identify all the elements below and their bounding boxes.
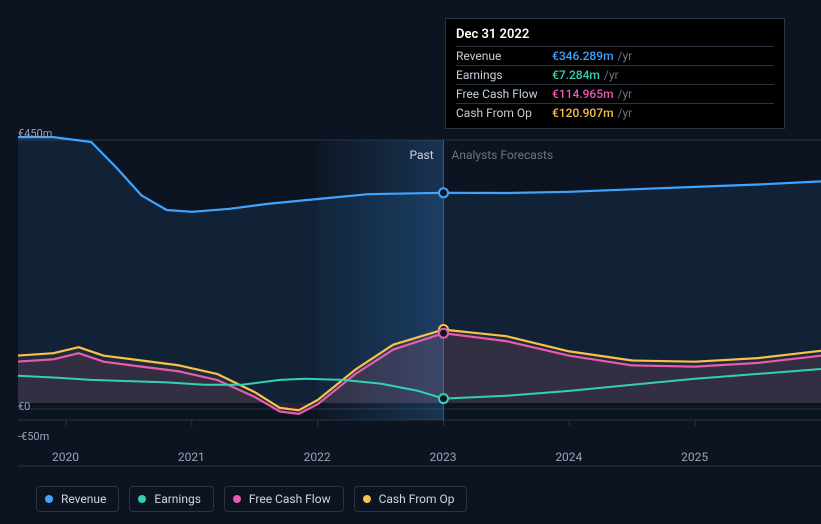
tooltip-metric: Free Cash Flow xyxy=(456,87,552,101)
past-label: Past xyxy=(409,148,433,162)
legend-dot xyxy=(363,495,371,503)
legend-dot xyxy=(233,495,241,503)
legend-item-revenue[interactable]: Revenue xyxy=(36,486,119,512)
tooltip-row: Free Cash Flow€114.965m/yr xyxy=(456,84,774,103)
tooltip-unit: /yr xyxy=(618,106,633,120)
forecast-label: Analysts Forecasts xyxy=(451,148,553,162)
y-axis-label: -€50m xyxy=(18,430,49,443)
x-axis-label: 2020 xyxy=(52,450,79,464)
x-axis-label: 2021 xyxy=(178,450,205,464)
tooltip-row: Cash From Op€120.907m/yr xyxy=(456,103,774,122)
legend-item-earnings[interactable]: Earnings xyxy=(129,486,214,512)
tooltip-metric: Cash From Op xyxy=(456,106,552,120)
tooltip-unit: /yr xyxy=(618,87,633,101)
tooltip-date: Dec 31 2022 xyxy=(456,25,774,46)
tooltip-value: €7.284m xyxy=(552,68,600,82)
legend-label: Revenue xyxy=(61,492,106,506)
legend-label: Free Cash Flow xyxy=(249,492,331,506)
y-axis-label: €450m xyxy=(18,127,52,140)
y-axis-label: €0 xyxy=(18,400,30,413)
legend-item-cash-from-op[interactable]: Cash From Op xyxy=(354,486,468,512)
tooltip-value: €346.289m xyxy=(552,49,614,63)
legend-dot xyxy=(45,495,53,503)
x-axis-label: 2024 xyxy=(555,450,582,464)
tooltip-value: €120.907m xyxy=(552,106,614,120)
x-axis-label: 2023 xyxy=(429,450,456,464)
legend-dot xyxy=(138,495,146,503)
tooltip-unit: /yr xyxy=(618,49,633,63)
legend-item-free-cash-flow[interactable]: Free Cash Flow xyxy=(224,486,344,512)
legend-label: Cash From Op xyxy=(379,492,455,506)
chart-legend: Revenue Earnings Free Cash Flow Cash From O… xyxy=(36,486,467,512)
x-axis-label: 2022 xyxy=(304,450,331,464)
legend-label: Earnings xyxy=(154,492,201,506)
tooltip-row: Revenue€346.289m/yr xyxy=(456,46,774,65)
tooltip-unit: /yr xyxy=(604,68,619,82)
financials-chart: €450m €0 -€50m 2020 2021 2022 2023 2024 2025 Pa… xyxy=(18,0,803,524)
tooltip-row: Earnings€7.284m/yr xyxy=(456,65,774,84)
tooltip-value: €114.965m xyxy=(552,87,614,101)
tooltip-metric: Earnings xyxy=(456,68,552,82)
x-axis-label: 2025 xyxy=(681,450,708,464)
tooltip-metric: Revenue xyxy=(456,49,552,63)
chart-tooltip: Dec 31 2022 Revenue€346.289m/yrEarnings€… xyxy=(445,18,785,129)
